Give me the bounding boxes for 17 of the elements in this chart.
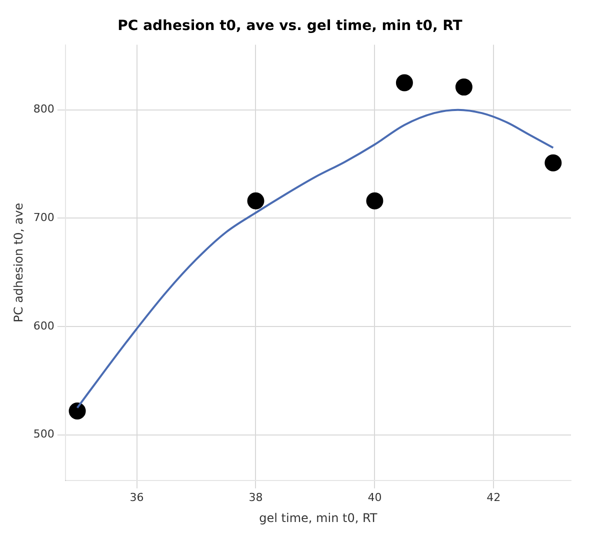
y-axis-title: PC adhesion t0, ave [11, 202, 26, 322]
x-tick-label: 42 [486, 490, 501, 504]
chart-title: PC adhesion t0, ave vs. gel time, min t0, RT [118, 18, 463, 34]
y-tick-label: 700 [33, 211, 54, 224]
point [544, 154, 562, 172]
y-tick-label: 800 [33, 102, 54, 116]
x-tick-label: 40 [368, 490, 382, 504]
x-axis-title: gel time, min t0, RT [259, 510, 378, 525]
point [247, 192, 264, 210]
x-tick-label: 36 [130, 490, 144, 504]
point [366, 192, 384, 210]
y-tick-label: 500 [33, 428, 54, 441]
point [68, 402, 86, 420]
x-tick-label: 38 [248, 490, 263, 504]
y-tick-label: 600 [33, 319, 54, 332]
point [455, 78, 472, 96]
point [396, 74, 413, 92]
